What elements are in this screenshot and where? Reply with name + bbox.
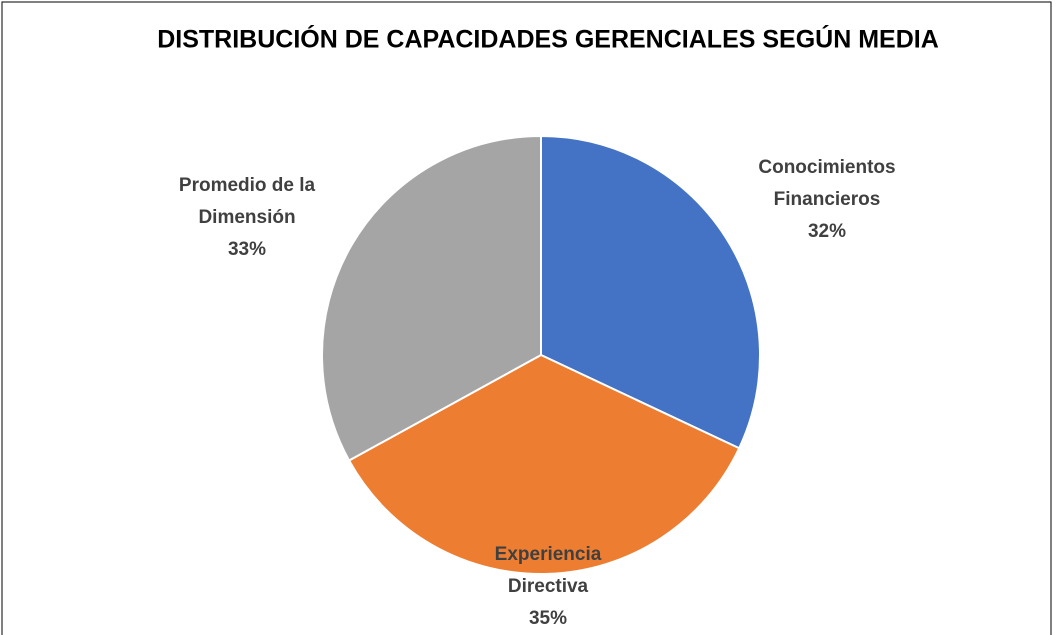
value-label: 35% (528, 608, 568, 629)
data-label: Conocimientos Financieros 32% (732, 152, 922, 248)
category-label: Conocimientos Financieros (758, 157, 896, 210)
category-label: Experiencia Directiva (494, 544, 602, 597)
data-label: Experiencia Directiva 35% (453, 539, 643, 635)
pie-slice (347, 353, 741, 575)
category-label: Promedio de la Dimensión (178, 175, 316, 228)
value-label: 32% (807, 221, 847, 242)
pie-slice (540, 134, 761, 450)
value-label: 33% (227, 239, 267, 260)
chart-title: DISTRIBUCIÓN DE CAPACIDADES GERENCIALES … (157, 24, 939, 54)
pie-slice (321, 134, 542, 462)
data-label: Promedio de la Dimensión 33% (152, 170, 342, 266)
